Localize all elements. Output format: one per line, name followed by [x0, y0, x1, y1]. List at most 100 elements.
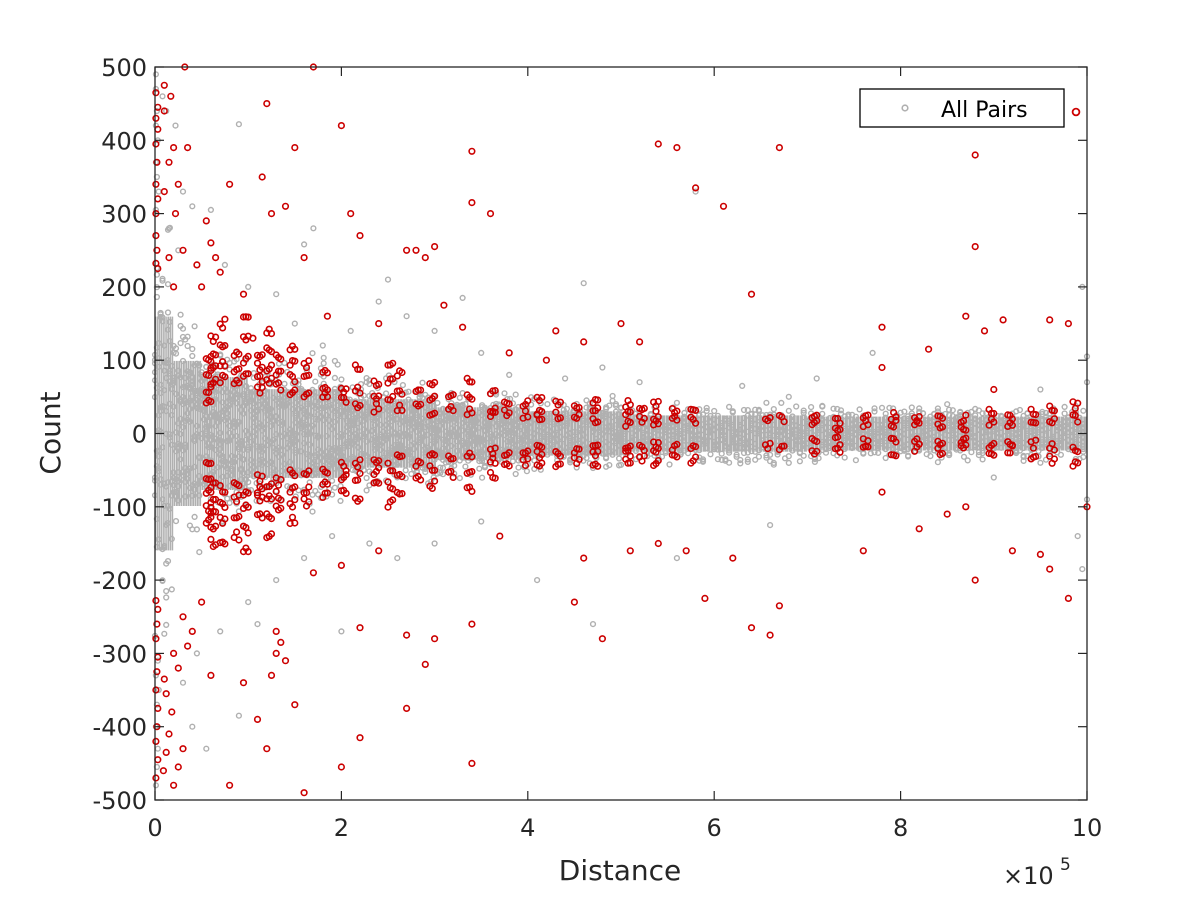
- point-band-all-pairs: [189, 360, 192, 506]
- point-red-series: [207, 535, 215, 544]
- point-red-series: [538, 415, 546, 423]
- point-all-pairs: [979, 456, 986, 463]
- point-all-pairs: [203, 745, 210, 752]
- point-all-pairs: [163, 587, 170, 595]
- point-red-series: [701, 594, 709, 603]
- point-all-pairs: [189, 345, 196, 353]
- point-red-series: [1006, 449, 1014, 457]
- point-red-series: [356, 469, 364, 478]
- point-band-all-pairs: [792, 415, 796, 452]
- point-red-series: [221, 342, 229, 350]
- point-all-pairs: [878, 404, 886, 411]
- point-all-pairs: [711, 407, 718, 415]
- point-red-series: [892, 438, 900, 446]
- point-red-series: [505, 409, 513, 417]
- point-all-pairs: [172, 122, 179, 129]
- point-all-pairs: [273, 576, 280, 584]
- point-all-pairs: [882, 454, 889, 462]
- point-band-all-pairs: [290, 389, 293, 478]
- point-band-all-pairs: [487, 407, 490, 460]
- point-red-series: [691, 419, 700, 427]
- point-all-pairs: [402, 475, 409, 482]
- point-red-series: [1032, 419, 1040, 427]
- x-exponent-power: 5: [1060, 855, 1071, 875]
- point-band-all-pairs: [169, 316, 172, 551]
- point-all-pairs: [437, 464, 444, 471]
- point-red-series: [272, 487, 280, 496]
- point-red-series: [486, 210, 495, 218]
- point-red-series: [375, 392, 383, 400]
- point-red-series: [1048, 440, 1056, 448]
- point-red-series: [640, 452, 648, 460]
- point-red-series: [889, 423, 898, 431]
- point-all-pairs: [733, 451, 740, 458]
- point-red-series: [235, 491, 243, 499]
- point-all-pairs: [331, 484, 339, 491]
- point-band-all-pairs: [470, 407, 474, 460]
- point-all-pairs: [744, 407, 751, 414]
- point-red-series: [556, 452, 565, 460]
- point-red-series: [375, 320, 383, 328]
- point-red-series: [291, 357, 299, 365]
- point-red-series: [1050, 415, 1058, 423]
- point-band-all-pairs: [166, 316, 168, 551]
- point-band-all-pairs: [975, 416, 979, 451]
- point-band-all-pairs: [669, 415, 673, 452]
- point-red-series: [221, 373, 229, 381]
- point-all-pairs: [320, 354, 327, 361]
- point-red-series: [864, 421, 872, 429]
- point-red-series: [165, 254, 173, 262]
- point-red-series: [403, 246, 411, 254]
- point-all-pairs: [979, 449, 986, 457]
- point-red-series: [263, 745, 271, 753]
- point-red-series: [959, 417, 968, 425]
- point-all-pairs: [495, 401, 503, 408]
- point-all-pairs: [152, 71, 160, 78]
- point-all-pairs: [544, 401, 551, 408]
- point-red-series: [449, 455, 457, 463]
- point-red-series: [556, 398, 565, 406]
- point-red-series: [209, 479, 217, 487]
- point-red-series: [489, 450, 497, 458]
- point-band-all-pairs: [383, 399, 386, 468]
- point-band-all-pairs: [445, 407, 449, 460]
- point-band-all-pairs: [349, 399, 353, 468]
- point-red-series: [775, 602, 784, 610]
- point-red-series: [747, 290, 756, 298]
- point-red-series: [624, 446, 632, 455]
- point-all-pairs: [871, 408, 878, 415]
- point-all-pairs: [739, 382, 746, 390]
- point-red-series: [468, 759, 476, 768]
- point-red-series: [179, 613, 187, 621]
- point-red-series: [152, 114, 160, 122]
- y-tick-label: -500: [93, 787, 147, 815]
- point-all-pairs: [696, 406, 703, 413]
- point-red-series: [915, 440, 923, 448]
- point-red-series: [468, 620, 476, 628]
- point-band-all-pairs: [224, 377, 227, 490]
- x-tick-label: 10: [1072, 814, 1103, 842]
- point-all-pairs: [778, 399, 785, 407]
- point-all-pairs: [338, 376, 345, 383]
- point-all-pairs: [164, 309, 172, 316]
- point-red-series: [491, 387, 499, 395]
- point-red-series: [766, 439, 774, 448]
- point-red-series: [428, 484, 436, 493]
- point-red-series: [356, 495, 364, 503]
- point-red-series: [386, 375, 394, 383]
- point-red-series: [403, 704, 411, 713]
- point-red-series: [552, 408, 560, 416]
- point-red-series: [971, 576, 979, 584]
- point-all-pairs: [512, 391, 519, 398]
- point-red-series: [267, 361, 276, 369]
- point-band-all-pairs: [309, 389, 312, 478]
- point-red-series: [153, 620, 161, 628]
- point-band-all-pairs: [215, 377, 218, 490]
- point-band-all-pairs: [1053, 416, 1057, 451]
- point-red-series: [389, 392, 397, 401]
- point-red-series: [207, 671, 215, 680]
- point-all-pairs: [714, 456, 722, 463]
- point-red-series: [323, 312, 332, 320]
- point-red-series: [152, 737, 160, 746]
